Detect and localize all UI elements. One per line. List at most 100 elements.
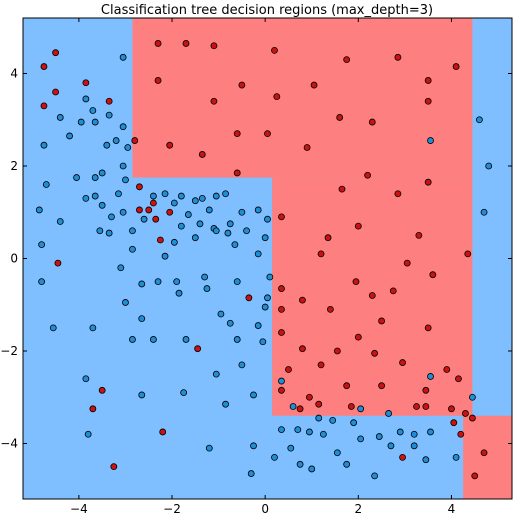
point-blue — [222, 190, 229, 198]
point-red — [343, 382, 351, 390]
point-red — [154, 77, 162, 84]
point-red — [89, 405, 97, 413]
point-blue — [480, 208, 488, 216]
point-blue — [410, 442, 418, 450]
point-blue — [138, 391, 146, 399]
point-red — [378, 382, 386, 390]
point-blue — [264, 215, 271, 223]
point-red — [156, 236, 164, 244]
point-blue — [329, 416, 337, 424]
point-red — [452, 63, 460, 70]
point-red — [154, 40, 162, 47]
point-blue — [357, 435, 365, 443]
point-blue — [427, 428, 434, 436]
point-red — [110, 463, 118, 471]
point-blue — [266, 273, 274, 281]
point-red — [413, 403, 420, 410]
point-blue — [112, 137, 120, 144]
point-red — [182, 40, 190, 47]
y-tick-label: 2 — [10, 159, 18, 173]
point-blue — [350, 419, 358, 427]
point-blue — [226, 220, 234, 228]
point-blue — [175, 289, 183, 297]
point-blue — [191, 234, 199, 242]
point-blue — [287, 444, 295, 452]
point-blue — [149, 192, 157, 200]
point-red — [354, 222, 362, 230]
point-red — [403, 259, 411, 267]
point-blue — [119, 208, 127, 216]
point-blue — [119, 53, 127, 61]
point-red — [333, 347, 341, 355]
point-blue — [89, 324, 97, 332]
point-red — [166, 141, 174, 149]
point-red — [285, 366, 292, 373]
point-red — [450, 419, 458, 427]
point-red — [210, 42, 218, 50]
point-red — [424, 97, 432, 105]
point-red — [198, 151, 206, 158]
point-blue — [233, 336, 241, 343]
point-blue — [278, 377, 285, 385]
point-blue — [278, 426, 285, 434]
point-blue — [375, 433, 383, 440]
point-blue — [154, 278, 162, 286]
point-blue — [173, 278, 181, 286]
point-red — [296, 405, 304, 413]
point-blue — [385, 410, 392, 417]
point-red — [368, 118, 376, 126]
x-tick-label: −4 — [70, 502, 88, 516]
point-red — [480, 449, 488, 457]
point-blue — [294, 426, 302, 434]
point-blue — [38, 278, 46, 286]
point-blue — [250, 442, 257, 450]
point-blue — [124, 144, 132, 151]
point-red — [448, 405, 455, 413]
point-blue — [108, 213, 115, 221]
point-red — [271, 46, 278, 54]
x-tick-label: 4 — [448, 502, 456, 516]
point-red — [324, 234, 332, 242]
point-blue — [182, 336, 190, 343]
point-blue — [161, 190, 169, 198]
point-blue — [343, 460, 351, 468]
point-blue — [38, 241, 46, 249]
point-red — [371, 349, 379, 357]
point-red — [278, 305, 285, 313]
point-blue — [333, 449, 341, 457]
point-red — [317, 361, 325, 369]
point-blue — [138, 315, 146, 323]
point-red — [245, 294, 253, 302]
point-blue — [203, 285, 211, 292]
point-blue — [91, 174, 99, 181]
point-red — [471, 472, 479, 480]
point-blue — [84, 430, 92, 438]
point-red — [131, 137, 139, 144]
point-red — [462, 410, 469, 417]
point-red — [429, 271, 437, 279]
point-blue — [96, 227, 104, 235]
point-red — [98, 386, 106, 394]
point-blue — [35, 206, 43, 214]
point-blue — [66, 132, 73, 140]
point-blue — [161, 252, 169, 260]
point-red — [299, 345, 306, 353]
point-blue — [170, 238, 178, 246]
point-blue — [42, 181, 50, 188]
point-blue — [250, 391, 257, 399]
point-blue — [149, 336, 157, 343]
point-red — [464, 250, 472, 258]
point-red — [82, 79, 90, 87]
point-red — [424, 77, 432, 84]
point-blue — [105, 111, 113, 119]
point-red — [306, 393, 313, 401]
point-blue — [264, 294, 271, 302]
point-blue — [306, 428, 313, 436]
point-blue — [40, 141, 48, 149]
point-red — [389, 287, 397, 295]
point-blue — [396, 428, 404, 436]
point-blue — [212, 227, 220, 235]
point-red — [315, 400, 323, 408]
point-blue — [119, 162, 127, 170]
point-red — [424, 178, 432, 186]
